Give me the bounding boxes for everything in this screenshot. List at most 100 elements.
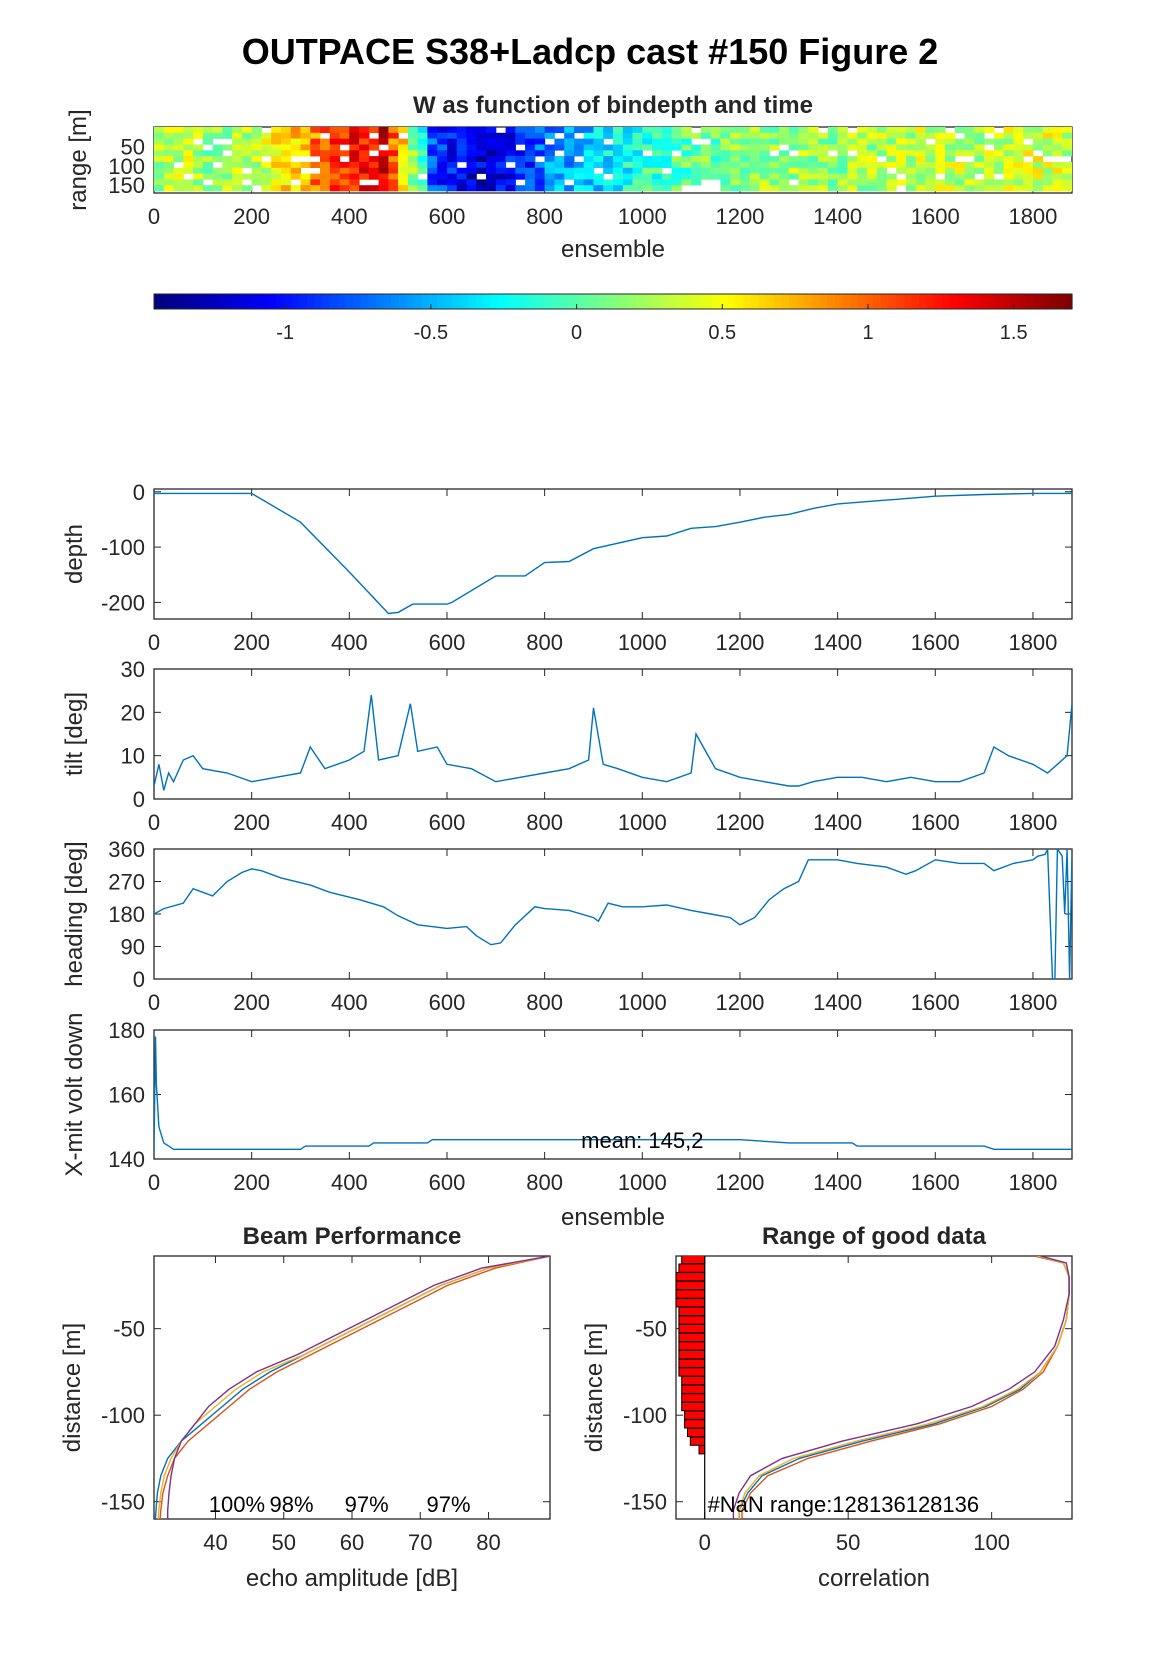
heatmap-cell: [271, 150, 282, 157]
heatmap-cell: [1023, 150, 1034, 157]
heatmap-cell: [202, 138, 214, 145]
heatmap-cell: [749, 173, 760, 180]
heatmap-cell: [202, 167, 214, 174]
heatmap-cell: [486, 167, 497, 174]
nan-bar: [681, 1384, 706, 1394]
x-tick-label: 1000: [618, 990, 667, 1015]
colorbar-swatch: [207, 294, 216, 309]
heatmap-cell: [642, 127, 653, 134]
heatmap-cell: [554, 179, 565, 186]
heatmap-cell: [378, 132, 389, 139]
heatmap-cell: [837, 138, 848, 145]
heatmap-cell: [984, 173, 995, 180]
heatmap-cell: [837, 156, 848, 163]
heatmap-cell: [476, 156, 487, 163]
heatmap-cell: [515, 138, 526, 145]
heatmap-cell: [740, 179, 751, 186]
x-tick-label: 1000: [618, 204, 667, 229]
heatmap-cell: [749, 138, 760, 145]
heatmap-cell: [915, 138, 926, 145]
heatmap-cell: [339, 138, 350, 145]
axes-heading: 0 200 400 600 800 1000 1200 1400 1600 1800 0 90 180 2…: [61, 837, 1073, 1015]
heatmap-cell: [779, 156, 790, 163]
heatmap-cell: [964, 173, 975, 180]
y-tick-label: 30: [121, 657, 145, 682]
heatmap-cell: [964, 179, 975, 186]
beam-series-line: [159, 1256, 550, 1519]
heatmap-cell: [495, 144, 507, 151]
x-tick-label: 1400: [813, 1170, 862, 1195]
heatmap-cell: [866, 127, 878, 134]
heatmap-cell: [505, 173, 516, 180]
heatmap-cell: [749, 179, 760, 186]
x-tick-label: 200: [233, 204, 270, 229]
heatmap-cell: [495, 167, 507, 174]
heatmap-cell: [945, 150, 956, 157]
heatmap-cell: [652, 185, 663, 192]
heatmap-cell: [183, 132, 194, 139]
heatmap-cell: [447, 179, 458, 186]
heatmap-cell: [564, 127, 575, 134]
heatmap-cell: [837, 150, 848, 157]
nan-bar: [678, 1341, 706, 1351]
heatmap-cell: [984, 161, 995, 168]
heatmap-cell: [583, 173, 594, 180]
colorbar-swatch: [1003, 294, 1012, 309]
heatmap-cell: [407, 144, 419, 151]
heatmap-cell: [730, 138, 741, 145]
y-tick-label: 100: [108, 154, 145, 179]
heatmap-cell: [349, 173, 360, 180]
heatmap-cell: [320, 179, 331, 186]
colorbar-swatch: [758, 294, 767, 309]
heatmap-cell: [622, 185, 634, 192]
heatmap-cell: [622, 144, 634, 151]
heatmap-cell: [642, 185, 653, 192]
heatmap-cell: [525, 185, 536, 192]
heatmap-cell: [564, 132, 575, 139]
heatmap-cell: [622, 173, 634, 180]
heatmap-cell: [573, 167, 585, 174]
heatmap-cell: [290, 132, 301, 139]
heatmap-cell: [710, 161, 721, 168]
heatmap-cell: [437, 173, 448, 180]
colorbar-swatch: [176, 294, 186, 309]
heatmap-cell: [241, 156, 253, 163]
heatmap-cell: [769, 156, 780, 163]
heatmap-cell: [642, 167, 653, 174]
heatmap-cell: [466, 161, 477, 168]
heatmap-cell: [505, 138, 516, 145]
heatmap-cell: [339, 173, 350, 180]
heatmap-cell: [564, 138, 575, 145]
colorbar-tick-label: 1: [862, 322, 873, 344]
heatmap-cell: [603, 150, 614, 157]
heatmap-cell: [749, 150, 760, 157]
figure-title: OUTPACE S38+Ladcp cast #150 Figure 2: [242, 31, 939, 72]
heatmap-cell: [632, 138, 643, 145]
nan-bar: [678, 1367, 706, 1377]
heatmap-cell: [652, 173, 663, 180]
heatmap-cell: [466, 144, 477, 151]
heatmap-cell: [388, 185, 399, 192]
heatmap-cell: [622, 161, 634, 168]
colorbar-swatch: [911, 294, 920, 309]
heatmap-cell: [261, 185, 272, 192]
heatmap-cell: [437, 179, 448, 186]
x-tick-label: 70: [408, 1530, 432, 1555]
x-tick-label: 80: [476, 1530, 500, 1555]
heatmap-cell: [925, 150, 936, 157]
colorbar-swatch: [567, 294, 576, 309]
x-tick-label: 200: [233, 630, 270, 655]
heatmap-cell: [1032, 138, 1044, 145]
heatmap-cell: [564, 161, 575, 168]
heatmap-cell: [788, 173, 800, 180]
heatmap-cell: [1013, 167, 1024, 174]
heatmap-cell: [954, 185, 966, 192]
heatmap-cell: [320, 156, 331, 163]
heatmap-cell: [1042, 185, 1053, 192]
heatmap-cell: [1003, 127, 1014, 134]
x-tick-label: 1000: [618, 1170, 667, 1195]
heatmap-cell: [798, 127, 809, 134]
heatmap-cell: [583, 127, 594, 134]
heatmap-cell: [818, 132, 829, 139]
heatmap-cell: [1052, 179, 1063, 186]
